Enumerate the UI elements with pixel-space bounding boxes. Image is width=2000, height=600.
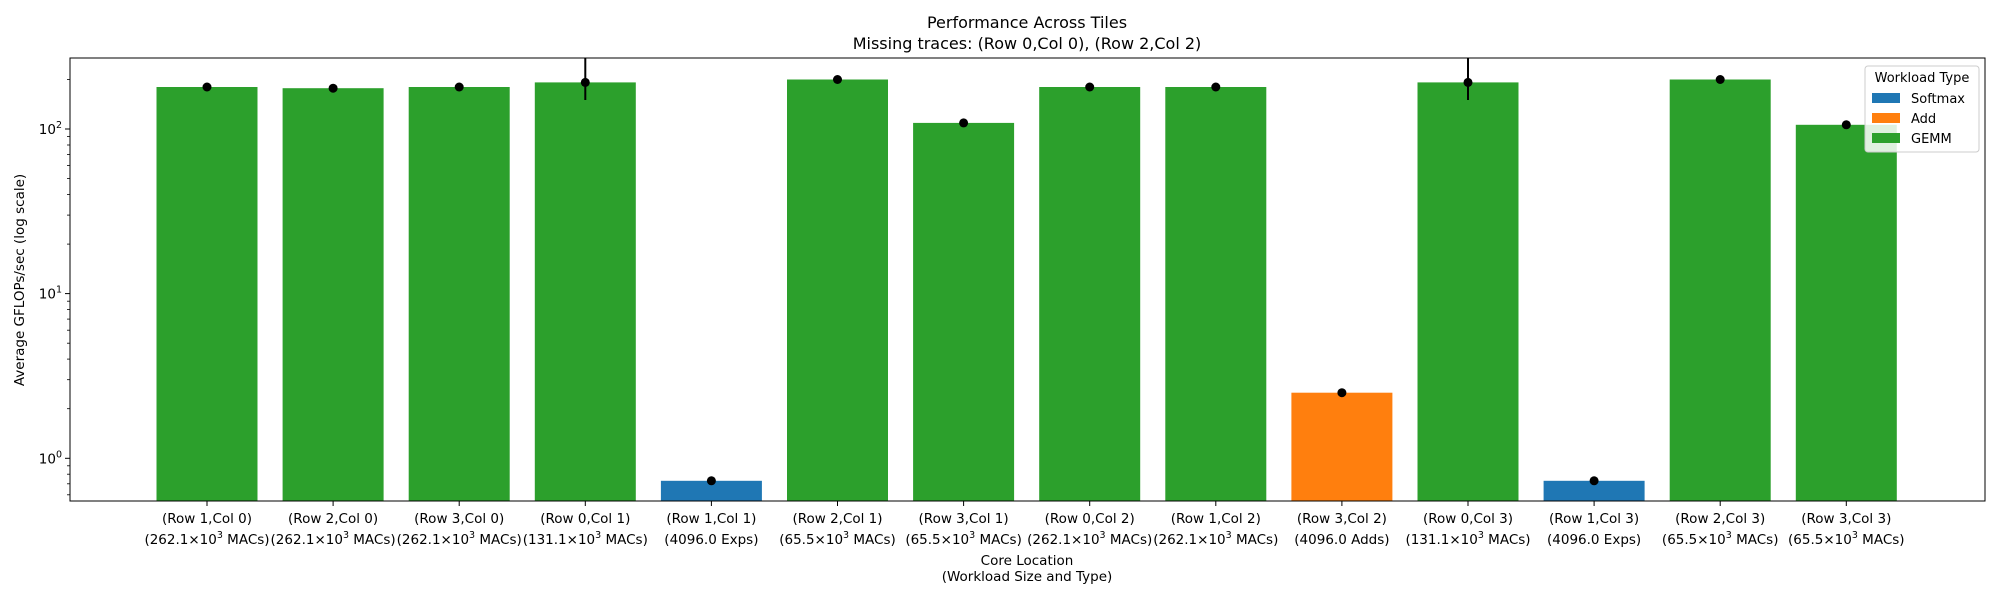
x-axis-sublabel: (Workload Size and Type) bbox=[942, 569, 1113, 585]
legend-swatch bbox=[1872, 93, 1900, 103]
y-tick-label: 102 bbox=[39, 120, 62, 138]
mean-point bbox=[1463, 77, 1473, 87]
error-bars-layer bbox=[584, 58, 1469, 100]
bar bbox=[1417, 82, 1519, 502]
bar bbox=[913, 122, 1015, 502]
chart-subtitle: Missing traces: (Row 0,Col 0), (Row 2,Co… bbox=[853, 34, 1202, 53]
bar bbox=[1039, 87, 1141, 501]
x-tick-label: (Row 3,Col 2) bbox=[1297, 511, 1387, 527]
mean-point bbox=[833, 75, 842, 84]
x-tick-sublabel: (262.1×103 MACs) bbox=[144, 530, 269, 548]
x-tick-label: (Row 2,Col 1) bbox=[792, 511, 882, 527]
mean-point bbox=[1085, 82, 1095, 92]
legend-swatch bbox=[1872, 113, 1900, 123]
mean-point bbox=[328, 83, 338, 93]
x-tick-sublabel: (262.1×103 MACs) bbox=[397, 530, 522, 548]
x-tick-label: (Row 3,Col 0) bbox=[414, 511, 504, 527]
legend-title: Workload Type bbox=[1875, 71, 1970, 86]
bars-layer bbox=[156, 79, 1897, 502]
bar bbox=[1543, 480, 1645, 501]
bar bbox=[1291, 392, 1393, 501]
x-axis: (Row 1,Col 0) (262.1×103 MACs) (Row 2,Col … bbox=[144, 501, 1905, 548]
y-tick-label: 100 bbox=[39, 449, 62, 467]
x-tick-sublabel: (262.1×103 MACs) bbox=[271, 530, 396, 548]
x-tick-label: (Row 3,Col 3) bbox=[1801, 511, 1891, 527]
x-tick-sublabel: (131.1×103 MACs) bbox=[1405, 530, 1530, 548]
legend-box bbox=[1864, 65, 1980, 153]
x-tick-sublabel: (262.1×103 MACs) bbox=[1027, 530, 1152, 548]
x-tick-label: (Row 1,Col 3) bbox=[1549, 511, 1639, 527]
bar bbox=[787, 79, 888, 501]
y-axis-label: Average GFLOPs/sec (log scale) bbox=[12, 174, 28, 386]
mean-point bbox=[580, 77, 590, 87]
x-tick-sublabel: (262.1×103 MACs) bbox=[1153, 530, 1278, 548]
x-tick-sublabel: (131.1×103 MACs) bbox=[523, 530, 648, 548]
legend-label: Add bbox=[1911, 112, 1936, 127]
x-tick-sublabel: (65.5×103 MACs) bbox=[905, 530, 1022, 548]
x-tick-label: (Row 2,Col 0) bbox=[288, 511, 378, 527]
x-tick-sublabel: (4096.0 Exps) bbox=[664, 532, 758, 548]
x-tick-sublabel: (65.5×103 MACs) bbox=[1788, 530, 1905, 548]
bar bbox=[660, 480, 762, 501]
mean-point bbox=[1589, 476, 1599, 486]
x-tick-sublabel: (4096.0 Exps) bbox=[1547, 532, 1641, 548]
bar bbox=[1669, 79, 1771, 501]
bar bbox=[1795, 124, 1897, 502]
legend-entries: Softmax Add GEMM bbox=[1872, 92, 1965, 147]
x-tick-label: (Row 0,Col 2) bbox=[1045, 511, 1135, 527]
chart-title: Performance Across Tiles bbox=[927, 13, 1127, 32]
bar bbox=[534, 82, 636, 502]
legend: Workload Type Softmax Add GEMM bbox=[1864, 65, 1980, 153]
x-tick-label: (Row 2,Col 3) bbox=[1675, 511, 1765, 527]
bar bbox=[1165, 87, 1267, 501]
bar bbox=[282, 88, 384, 501]
x-tick-sublabel: (4096.0 Adds) bbox=[1294, 532, 1389, 548]
legend-swatch bbox=[1872, 133, 1900, 143]
x-tick-label: (Row 1,Col 1) bbox=[666, 511, 756, 527]
mean-point bbox=[1211, 82, 1221, 92]
x-tick-sublabel: (65.5×103 MACs) bbox=[1662, 530, 1779, 548]
bar bbox=[408, 87, 510, 501]
mean-point bbox=[706, 476, 716, 486]
legend-label: GEMM bbox=[1911, 132, 1952, 147]
mean-point bbox=[1715, 75, 1725, 84]
mean-point bbox=[202, 82, 212, 92]
legend-label: Softmax bbox=[1911, 92, 1965, 107]
mean-point bbox=[1337, 388, 1347, 398]
plot-frame bbox=[69, 57, 1986, 502]
x-tick-label: (Row 1,Col 2) bbox=[1171, 511, 1261, 527]
x-tick-label: (Row 3,Col 1) bbox=[919, 511, 1009, 527]
points-layer bbox=[202, 75, 1851, 486]
x-tick-label: (Row 0,Col 1) bbox=[540, 511, 630, 527]
y-axis: 100 101 102 bbox=[39, 79, 70, 496]
x-tick-sublabel: (65.5×103 MACs) bbox=[779, 530, 896, 548]
x-tick-label: (Row 1,Col 0) bbox=[162, 511, 252, 527]
x-tick-label: (Row 0,Col 3) bbox=[1423, 511, 1513, 527]
mean-point bbox=[1841, 120, 1851, 130]
mean-point bbox=[959, 118, 969, 128]
bar bbox=[156, 87, 258, 501]
y-tick-label: 101 bbox=[39, 285, 62, 303]
mean-point bbox=[454, 82, 464, 92]
x-axis-label: Core Location bbox=[981, 553, 1074, 569]
